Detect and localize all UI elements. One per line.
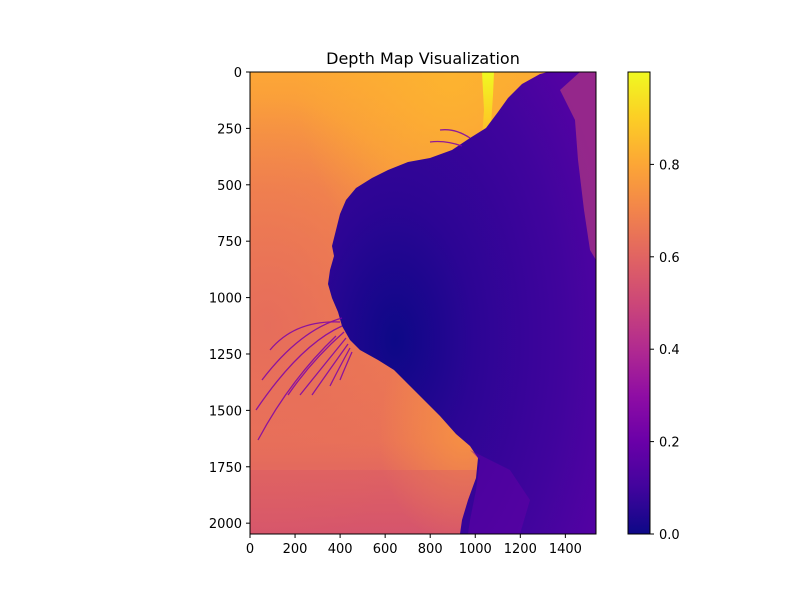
colorbar-tick-label: 0.6 — [659, 251, 680, 266]
plot-frame — [249, 71, 597, 535]
x-tick-label: 1400 — [549, 542, 582, 557]
y-tick-label: 2000 — [209, 517, 242, 532]
colorbar-tick-label: 0.8 — [659, 158, 680, 173]
x-tick-label: 800 — [418, 542, 443, 557]
x-tick-label: 200 — [283, 542, 308, 557]
colorbar-ticks: 0.0 0.2 0.4 0.6 0.8 — [650, 158, 680, 543]
x-tick-label: 1200 — [504, 542, 537, 557]
x-tick-label: 0 — [246, 542, 254, 557]
depth-heatmap — [250, 72, 596, 534]
y-tick-label: 1500 — [209, 404, 242, 419]
y-tick-label: 1750 — [209, 461, 242, 476]
y-tick-label: 500 — [217, 179, 242, 194]
y-axis: 0 250 500 750 1000 1250 1500 1750 2000 — [209, 66, 250, 532]
colorbar: 0.0 0.2 0.4 0.6 0.8 — [627, 71, 680, 543]
y-tick-label: 750 — [217, 235, 242, 250]
y-tick-label: 250 — [217, 122, 242, 137]
colorbar-gradient — [627, 71, 651, 535]
foreground-subject-region — [328, 72, 596, 534]
x-tick-label: 1000 — [459, 542, 492, 557]
colorbar-tick-label: 0.4 — [659, 343, 680, 358]
x-tick-label: 400 — [328, 542, 353, 557]
chart-title: Depth Map Visualization — [326, 49, 520, 68]
colorbar-tick-label: 0.2 — [659, 436, 680, 451]
whiskers — [255, 129, 471, 441]
y-tick-label: 0 — [234, 66, 242, 81]
y-tick-label: 1250 — [209, 348, 242, 363]
colorbar-tick-label: 0.0 — [659, 528, 680, 543]
x-tick-label: 600 — [373, 542, 398, 557]
x-axis: 0 200 400 600 800 1000 1200 1400 — [246, 534, 582, 557]
y-tick-label: 1000 — [209, 292, 242, 307]
